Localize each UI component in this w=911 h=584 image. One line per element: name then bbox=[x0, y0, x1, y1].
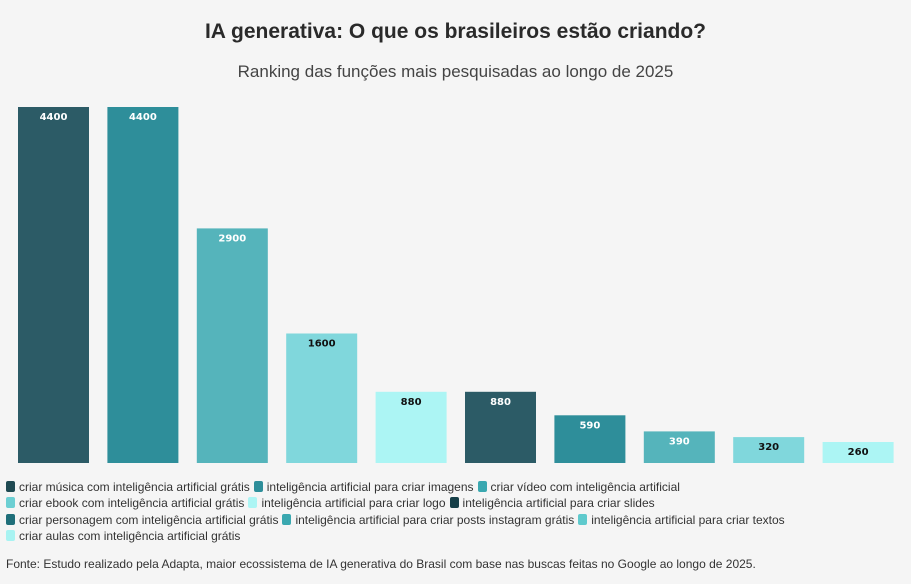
legend-swatch bbox=[253, 481, 263, 492]
legend-swatch bbox=[449, 497, 459, 509]
bar-5 bbox=[375, 391, 447, 463]
bar-value-label: 1600 bbox=[308, 339, 336, 350]
legend-label: inteligência artificial para criar image… bbox=[266, 480, 474, 494]
legend-label: criar ebook com inteligência artificial … bbox=[19, 496, 245, 511]
bar-value-label: 260 bbox=[848, 447, 869, 458]
legend-label: inteligência artificial para criar slide… bbox=[462, 496, 655, 511]
bar-value-label: 390 bbox=[669, 436, 690, 447]
legend-label: criar música com inteligência artificial… bbox=[19, 480, 250, 494]
chart-legend: criar música com inteligência artificial… bbox=[6, 479, 906, 544]
legend-label: criar personagem com inteligência artifi… bbox=[19, 512, 279, 527]
legend-swatch bbox=[6, 481, 15, 492]
legend-swatch bbox=[282, 513, 292, 525]
legend-item[interactable]: criar vídeo com inteligência artificial bbox=[477, 479, 680, 495]
bar-value-label: 590 bbox=[579, 420, 600, 431]
bar-6 bbox=[465, 391, 536, 463]
legend-swatch bbox=[477, 481, 487, 492]
bar-value-label: 880 bbox=[490, 397, 511, 408]
legend-swatch bbox=[6, 513, 15, 525]
legend-label: criar vídeo com inteligência artificial bbox=[490, 480, 680, 494]
bar-4 bbox=[286, 333, 358, 463]
legend-label: inteligência artificial para criar posts… bbox=[295, 512, 575, 527]
legend-item[interactable]: criar personagem com inteligência artifi… bbox=[6, 512, 278, 528]
legend-swatch bbox=[248, 497, 258, 509]
legend-label: inteligência artificial para criar logo bbox=[261, 496, 446, 511]
legend-label: criar aulas com inteligência artificial … bbox=[19, 528, 241, 543]
bar-10 bbox=[822, 442, 894, 463]
bar-value-label: 880 bbox=[401, 397, 422, 408]
legend-swatch bbox=[6, 529, 15, 541]
legend-item[interactable]: inteligência artificial para criar slide… bbox=[449, 495, 655, 511]
legend-label: inteligência artificial para criar texto… bbox=[591, 512, 785, 527]
legend-swatch bbox=[578, 513, 588, 525]
bar-7 bbox=[554, 415, 626, 463]
legend-item[interactable]: criar música com inteligência artificial… bbox=[6, 479, 250, 495]
bar-2 bbox=[107, 107, 179, 463]
bar-9 bbox=[733, 437, 805, 463]
bar-1 bbox=[18, 107, 89, 463]
legend-item[interactable]: criar ebook com inteligência artificial … bbox=[6, 495, 244, 511]
bar-value-label: 320 bbox=[758, 442, 779, 453]
bar-value-label: 4400 bbox=[40, 112, 68, 123]
source-footnote: Fonte: Estudo realizado pela Adapta, mai… bbox=[6, 557, 756, 571]
legend-item[interactable]: inteligência artificial para criar image… bbox=[253, 479, 474, 495]
legend-swatch bbox=[6, 497, 15, 509]
legend-item[interactable]: inteligência artificial para criar posts… bbox=[282, 512, 574, 528]
legend-item[interactable]: inteligência artificial para criar texto… bbox=[578, 512, 785, 528]
bar-value-label: 4400 bbox=[129, 112, 157, 123]
bar-chart: 4400 4400 2900 1600 880 880 590 390 320 260 bbox=[18, 107, 894, 463]
bar-8 bbox=[643, 431, 715, 463]
legend-item[interactable]: inteligência artificial para criar logo bbox=[248, 495, 446, 511]
chart-subtitle: Ranking das funções mais pesquisadas ao … bbox=[237, 62, 674, 81]
legend-item[interactable]: criar aulas com inteligência artificial … bbox=[6, 528, 240, 544]
bar-3 bbox=[196, 228, 268, 463]
chart-title: IA generativa: O que os brasileiros estã… bbox=[204, 20, 707, 43]
bar-value-label: 2900 bbox=[218, 233, 246, 244]
